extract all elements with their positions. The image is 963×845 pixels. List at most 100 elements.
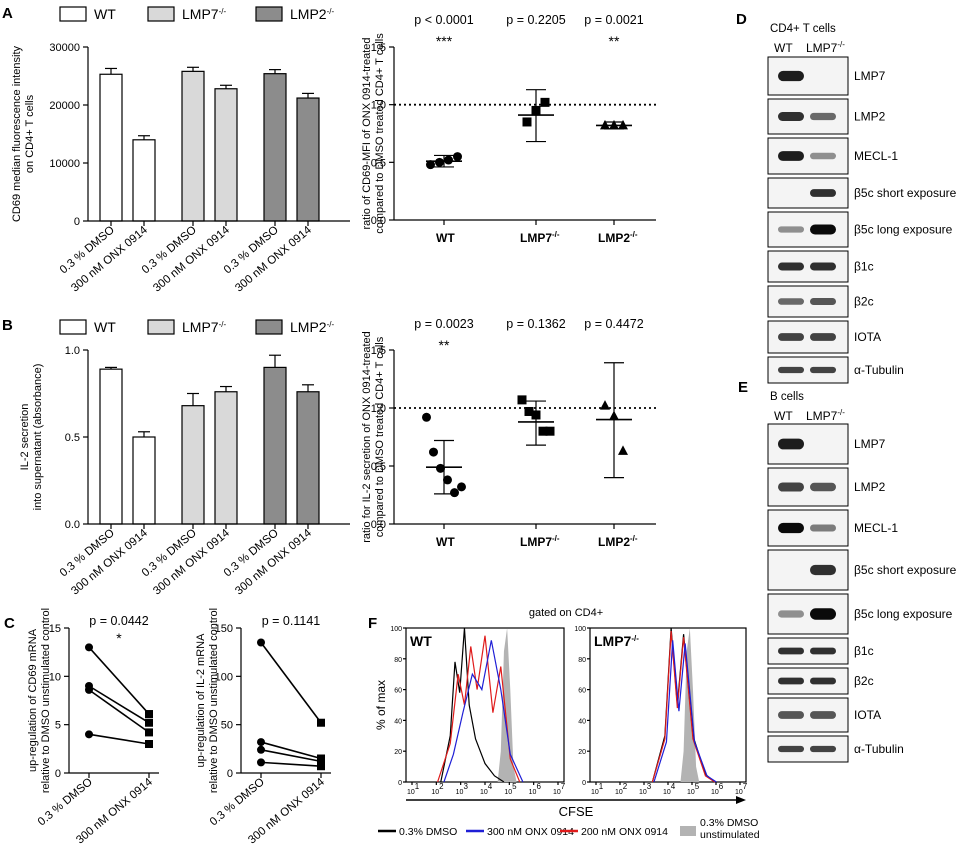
western-blot-d: CD4+ T cells WT LMP7-/- LMP7 LMP2 MECL-1 β5c s… (767, 23, 957, 384)
significance-stars: ** (439, 337, 450, 353)
y-tick-label: 20 (578, 749, 586, 756)
chart-title: gated on CD4+ (529, 607, 603, 619)
blot-band (810, 564, 836, 576)
data-point-square (538, 426, 548, 436)
blot-row-label: LMP7 (854, 437, 886, 451)
bar-chart-a: 0 10000 20000 30000 CD69 median fluorescence… (11, 42, 350, 295)
lane-label: LMP7-/- (806, 408, 845, 423)
lane-label: WT (774, 41, 793, 55)
data-point-square (317, 718, 325, 727)
y-tick-label: 0.5 (65, 432, 80, 444)
blot-row-label: α-Tubulin (854, 742, 904, 756)
data-point-square (531, 410, 541, 420)
blot-band (778, 262, 804, 271)
y-tick-label: 30000 (49, 42, 80, 54)
data-point-square (145, 740, 153, 748)
y-tick-label: 1.5 (371, 42, 386, 54)
pair-line (88, 689, 150, 734)
bar (263, 366, 287, 525)
blot-band (810, 262, 836, 271)
legend-swatch (255, 319, 283, 335)
y-tick-label: 1.0 (65, 345, 80, 357)
x-tick-label: 107 (735, 782, 748, 796)
panel-letter-f: F (368, 615, 377, 632)
y-axis-label: % of max (374, 680, 388, 730)
pair-line (260, 749, 322, 763)
western-blot-e: B cells WT LMP7-/- LMP7 LMP2 MECL-1 β5c short … (767, 391, 957, 763)
pair-line (260, 761, 322, 768)
legend-swatch (59, 319, 87, 335)
histogram-200nm (437, 635, 521, 783)
blot-band (810, 711, 836, 719)
blot-band (810, 224, 836, 235)
data-point-circle (444, 155, 453, 165)
x-tick-label: 104 (663, 782, 676, 796)
bar (296, 391, 320, 525)
blot-row-label: α-Tubulin (854, 363, 904, 377)
x-tick-label: 0.3 % DMSO (58, 224, 117, 276)
data-point-circle (436, 463, 445, 473)
data-point-circle (443, 475, 452, 485)
blot-band (778, 522, 804, 534)
data-point-square (517, 395, 527, 405)
p-value-label: p = 0.4472 (584, 317, 643, 331)
data-point-triangle (600, 400, 610, 410)
bar (132, 436, 156, 525)
blot-band (778, 677, 804, 685)
y-tick-label: 40 (394, 718, 402, 725)
blot-band (810, 366, 836, 374)
pair-line (88, 733, 150, 745)
blot-row-label: LMP2 (854, 480, 886, 494)
pair-line (88, 646, 150, 715)
y-tick-label: 50 (221, 720, 233, 732)
blot-band (810, 524, 836, 532)
histogram-panel-f: gated on CD4+ 0 20 40 60 80 100 101 102 103 104 105… (374, 607, 760, 841)
x-tick-label: 106 (529, 782, 542, 796)
y-tick-label: 20000 (49, 100, 80, 112)
x-tick-label: LMP7-/- (520, 230, 560, 245)
blot-band (810, 298, 836, 305)
blot-band (778, 112, 804, 121)
data-point-square (145, 728, 153, 737)
legend-label: 0.3% DMSO (700, 817, 758, 829)
blot-row-label: MECL-1 (854, 521, 898, 535)
blot-band (778, 711, 804, 719)
data-point-square (540, 97, 550, 107)
blot-band (778, 226, 804, 233)
y-tick-label: 100 (390, 626, 402, 633)
significance-stars: *** (436, 33, 453, 49)
panel-letter-e: E (738, 379, 748, 396)
data-point-circle (85, 685, 93, 694)
legend-swatch (147, 319, 175, 335)
y-tick-label: 1.0 (371, 403, 386, 415)
y-tick-label: 0 (74, 216, 80, 228)
y-tick-label: 0.5 (371, 157, 386, 169)
x-tick-label: LMP2-/- (598, 230, 638, 245)
plot-frame (589, 627, 747, 783)
blot-band (810, 333, 836, 341)
data-point-triangle (609, 119, 619, 130)
y-tick-label: 0.0 (371, 519, 386, 531)
data-point-circle (257, 638, 265, 647)
plot-frame (405, 627, 565, 783)
y-tick-label: 150 (215, 623, 233, 635)
x-tick-label: LMP7-/- (520, 534, 560, 549)
blot-band (778, 610, 804, 618)
blot-row-label: β1c (854, 260, 874, 274)
blot-title: B cells (770, 391, 804, 403)
legend-swatch (680, 826, 696, 836)
bar (132, 139, 156, 222)
panel-letter-b: B (2, 317, 13, 334)
x-tick-label: 0.3 % DMSO (58, 527, 117, 579)
blot-row-label: LMP7 (854, 69, 886, 83)
y-tick-label: 40 (578, 718, 586, 725)
data-point-square (317, 762, 325, 771)
data-point-triangle (618, 119, 628, 130)
legend-swatch (59, 6, 87, 22)
x-tick-label: 101 (407, 782, 420, 796)
blot-band (810, 677, 836, 685)
legend-label: LMP2-/- (290, 6, 334, 22)
x-tick-label: WT (436, 231, 455, 245)
